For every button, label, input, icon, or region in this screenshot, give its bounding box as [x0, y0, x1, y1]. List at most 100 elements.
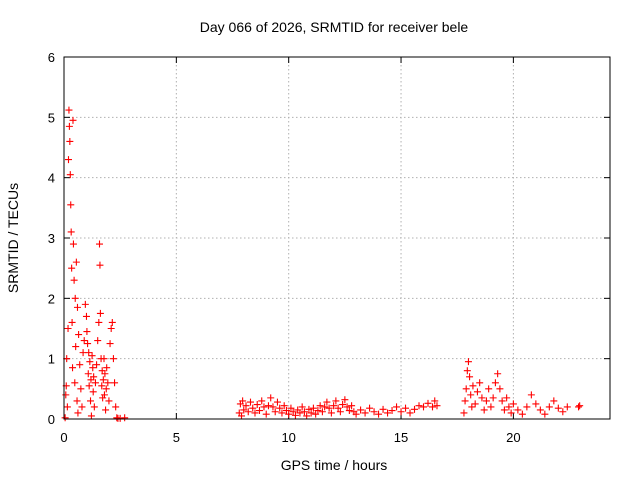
data-point: [491, 379, 499, 387]
data-point: [289, 408, 297, 416]
data-point: [96, 261, 104, 269]
data-point: [271, 408, 279, 416]
data-point: [73, 397, 81, 405]
y-tick-label: 6: [48, 50, 55, 65]
data-point: [68, 318, 76, 326]
data-point: [575, 403, 583, 411]
data-point: [73, 303, 81, 311]
data-point: [487, 403, 495, 411]
data-point: [255, 407, 263, 415]
data-point: [240, 406, 248, 414]
data-point: [300, 408, 308, 416]
data-point: [464, 358, 472, 366]
data-point: [321, 403, 329, 411]
data-point: [71, 379, 79, 387]
data-point: [89, 388, 97, 396]
plot-frame: [63, 56, 611, 420]
y-tick-label: 2: [48, 291, 55, 306]
data-point: [343, 403, 351, 411]
data-point: [509, 400, 517, 408]
data-point: [466, 373, 474, 381]
x-tick-label: 5: [173, 430, 180, 445]
data-point: [518, 410, 526, 418]
data-point: [476, 379, 484, 387]
data-point: [112, 403, 120, 411]
chart-title: Day 066 of 2026, SRMTID for receiver bel…: [200, 19, 469, 35]
data-point: [87, 397, 95, 405]
data-point: [89, 364, 97, 372]
data-point: [61, 414, 69, 422]
data-point: [467, 391, 475, 399]
data-point: [109, 355, 117, 363]
data-point: [90, 373, 98, 381]
data-point: [104, 379, 112, 387]
data-point: [460, 409, 468, 417]
data-point: [332, 397, 340, 405]
data-point: [468, 403, 476, 411]
y-tick-label: 0: [48, 412, 55, 427]
data-point: [503, 394, 511, 402]
data-point: [462, 385, 470, 393]
data-point: [287, 404, 295, 412]
data-point: [269, 403, 277, 411]
data-point: [244, 408, 252, 416]
data-point: [251, 409, 259, 417]
data-point: [291, 411, 299, 419]
data-point: [72, 343, 80, 351]
data-point: [463, 367, 471, 375]
y-axis-label: SRMTID / TECUs: [5, 183, 21, 293]
x-tick-label: 0: [60, 430, 67, 445]
data-point: [498, 397, 506, 405]
data-point: [352, 410, 360, 418]
data-point: [77, 385, 85, 393]
data-point: [91, 379, 99, 387]
data-point: [116, 414, 124, 422]
data-point: [545, 403, 553, 411]
data-point: [85, 349, 93, 357]
data-point: [366, 404, 374, 412]
data-point: [66, 137, 74, 145]
data-point: [260, 403, 268, 411]
data-point: [238, 412, 246, 420]
data-point: [348, 402, 356, 410]
data-point: [397, 408, 405, 416]
data-point: [433, 402, 441, 410]
data-point: [393, 403, 401, 411]
data-point: [63, 403, 71, 411]
data-point: [85, 382, 93, 390]
data-point: [278, 409, 286, 417]
data-points: [61, 106, 584, 422]
data-point: [559, 408, 567, 416]
data-point: [505, 403, 513, 411]
data-point: [379, 405, 387, 413]
data-point: [67, 201, 75, 209]
data-point: [72, 258, 80, 266]
data-point: [87, 412, 95, 420]
data-point: [334, 404, 342, 412]
data-point: [307, 409, 315, 417]
data-point: [536, 406, 544, 414]
data-point: [327, 409, 335, 417]
data-point: [106, 340, 114, 348]
data-point: [411, 405, 419, 413]
data-point: [357, 406, 365, 414]
data-point: [102, 406, 110, 414]
data-point: [96, 240, 104, 248]
data-point: [69, 116, 77, 124]
data-point: [318, 408, 326, 416]
data-point: [107, 325, 115, 332]
data-point: [75, 331, 83, 339]
data-point: [375, 410, 383, 418]
data-point: [94, 337, 102, 345]
data-point: [64, 156, 72, 164]
x-tick-label: 15: [394, 430, 408, 445]
data-point: [298, 403, 306, 411]
data-point: [339, 401, 347, 409]
data-point: [78, 403, 86, 411]
data-point: [280, 402, 288, 410]
data-point: [103, 364, 111, 372]
data-point: [99, 376, 107, 384]
data-point: [494, 370, 502, 378]
data-point: [406, 409, 414, 417]
